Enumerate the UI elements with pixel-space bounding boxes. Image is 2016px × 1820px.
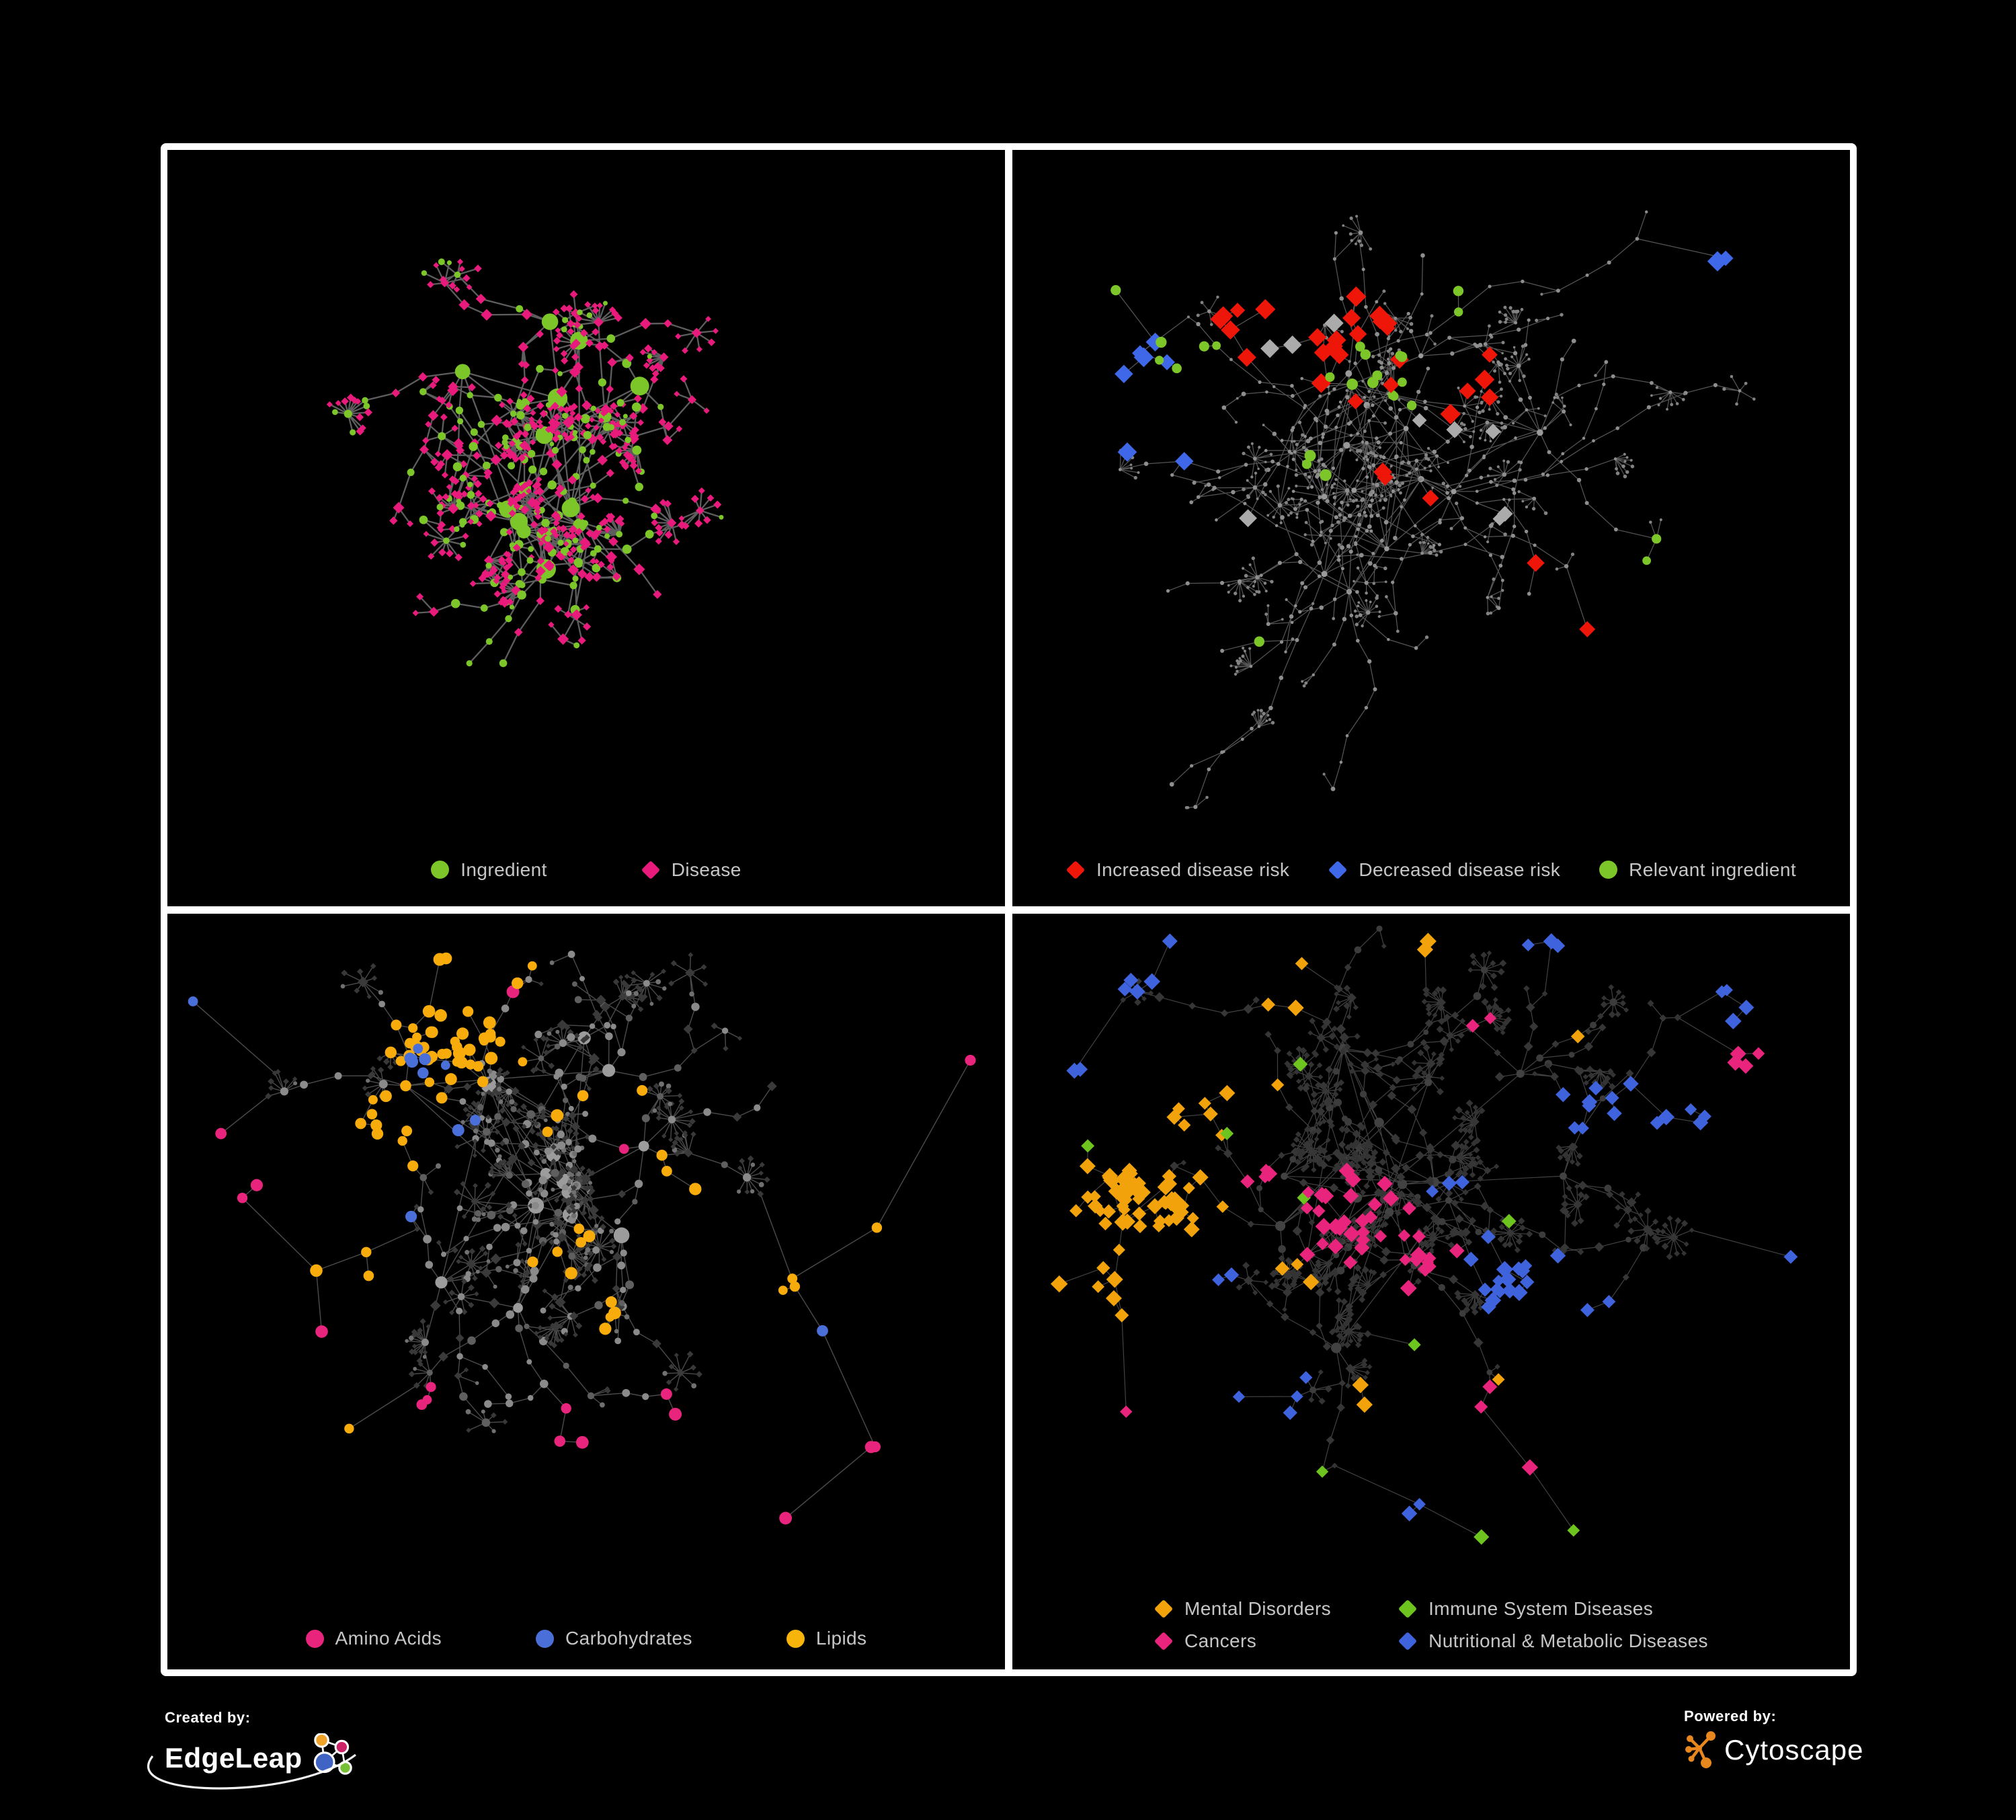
created-by-block: Created by: EdgeLeap — [147, 1709, 359, 1790]
panel-ingredient-disease: Ingredient Disease — [167, 150, 1005, 906]
legend-item: Mental Disorders — [1154, 1598, 1331, 1620]
legend-item: Lipids — [786, 1628, 867, 1649]
legend-label: Decreased disease risk — [1359, 859, 1561, 880]
legend-item: Decreased disease risk — [1328, 859, 1560, 881]
legend-label: Ingredient — [460, 859, 547, 880]
cytoscape-logo-text: Cytoscape — [1724, 1734, 1864, 1766]
panel-disease-risk: Increased disease risk Decreased disease … — [1012, 150, 1850, 906]
diamond-swatch — [1398, 1599, 1418, 1619]
powered-by-block: Powered by: Cytoscape — [1684, 1708, 1863, 1770]
cytoscape-logo: Cytoscape — [1684, 1731, 1863, 1770]
panel-grid: Ingredient Disease Increased disease risk… — [161, 143, 1857, 1676]
legend-item: Carbohydrates — [536, 1628, 692, 1649]
diamond-swatch — [641, 860, 660, 879]
legend-label: Relevant ingredient — [1629, 859, 1797, 880]
legend-disease-risk: Increased disease risk Decreased disease … — [1012, 859, 1850, 881]
cytoscape-network-icon — [1685, 1731, 1716, 1768]
edgeleap-network-icon — [313, 1733, 352, 1775]
legend-item: Cancers — [1154, 1630, 1331, 1652]
network-graph-disease-classes — [1050, 925, 1798, 1545]
edgeleap-logo-text: EdgeLeap — [165, 1742, 303, 1774]
legend-label: Amino Acids — [335, 1628, 442, 1649]
legend-label: Nutritional & Metabolic Diseases — [1428, 1630, 1708, 1651]
legend-item: Relevant ingredient — [1599, 859, 1796, 881]
network-graph-ingredient-disease — [326, 258, 724, 668]
circle-swatch — [536, 1629, 555, 1648]
legend-item: Immune System Diseases — [1398, 1598, 1708, 1620]
diamond-swatch — [1328, 860, 1348, 879]
diamond-swatch — [1154, 1599, 1174, 1619]
legend-item: Increased disease risk — [1065, 859, 1290, 881]
legend-disease-classes: Mental Disorders Immune System Diseases Ca… — [1012, 1598, 1850, 1652]
legend-label: Lipids — [815, 1628, 867, 1649]
legend-item: Nutritional & Metabolic Diseases — [1398, 1630, 1708, 1652]
network-graph-ingredient-classes — [188, 950, 976, 1524]
circle-swatch — [305, 1629, 324, 1648]
edgeleap-orange-node — [313, 1733, 329, 1748]
edgeleap-green-node — [337, 1761, 352, 1775]
circle-swatch — [786, 1629, 805, 1648]
legend-item: Disease — [641, 859, 741, 881]
panel-disease-classes: Mental Disorders Immune System Diseases Ca… — [1012, 913, 1850, 1669]
edgeleap-blue-node — [313, 1751, 335, 1774]
powered-by-label: Powered by: — [1684, 1708, 1777, 1725]
legend-ingredient-disease: Ingredient Disease — [167, 859, 1005, 881]
panel-ingredient-classes: Amino Acids Carbohydrates Lipids — [167, 913, 1005, 1669]
diamond-swatch — [1154, 1631, 1174, 1651]
legend-item: Ingredient — [431, 859, 547, 881]
legend-label: Mental Disorders — [1184, 1598, 1332, 1619]
edgeleap-pink-node — [334, 1739, 349, 1755]
diamond-swatch — [1065, 860, 1086, 879]
legend-ingredient-classes: Amino Acids Carbohydrates Lipids — [167, 1628, 1005, 1649]
diamond-swatch — [1398, 1631, 1418, 1651]
legend-label: Cancers — [1184, 1630, 1257, 1651]
legend-item: Amino Acids — [305, 1628, 442, 1649]
legend-label: Disease — [671, 859, 741, 880]
legend-label: Carbohydrates — [565, 1628, 692, 1649]
circle-swatch — [431, 861, 450, 879]
legend-label: Increased disease risk — [1096, 859, 1290, 880]
created-by-label: Created by: — [165, 1709, 251, 1726]
edgeleap-logo: EdgeLeap — [147, 1733, 359, 1790]
circle-swatch — [1599, 861, 1618, 879]
network-graph-disease-risk — [1111, 210, 1756, 809]
legend-label: Immune System Diseases — [1428, 1598, 1654, 1619]
